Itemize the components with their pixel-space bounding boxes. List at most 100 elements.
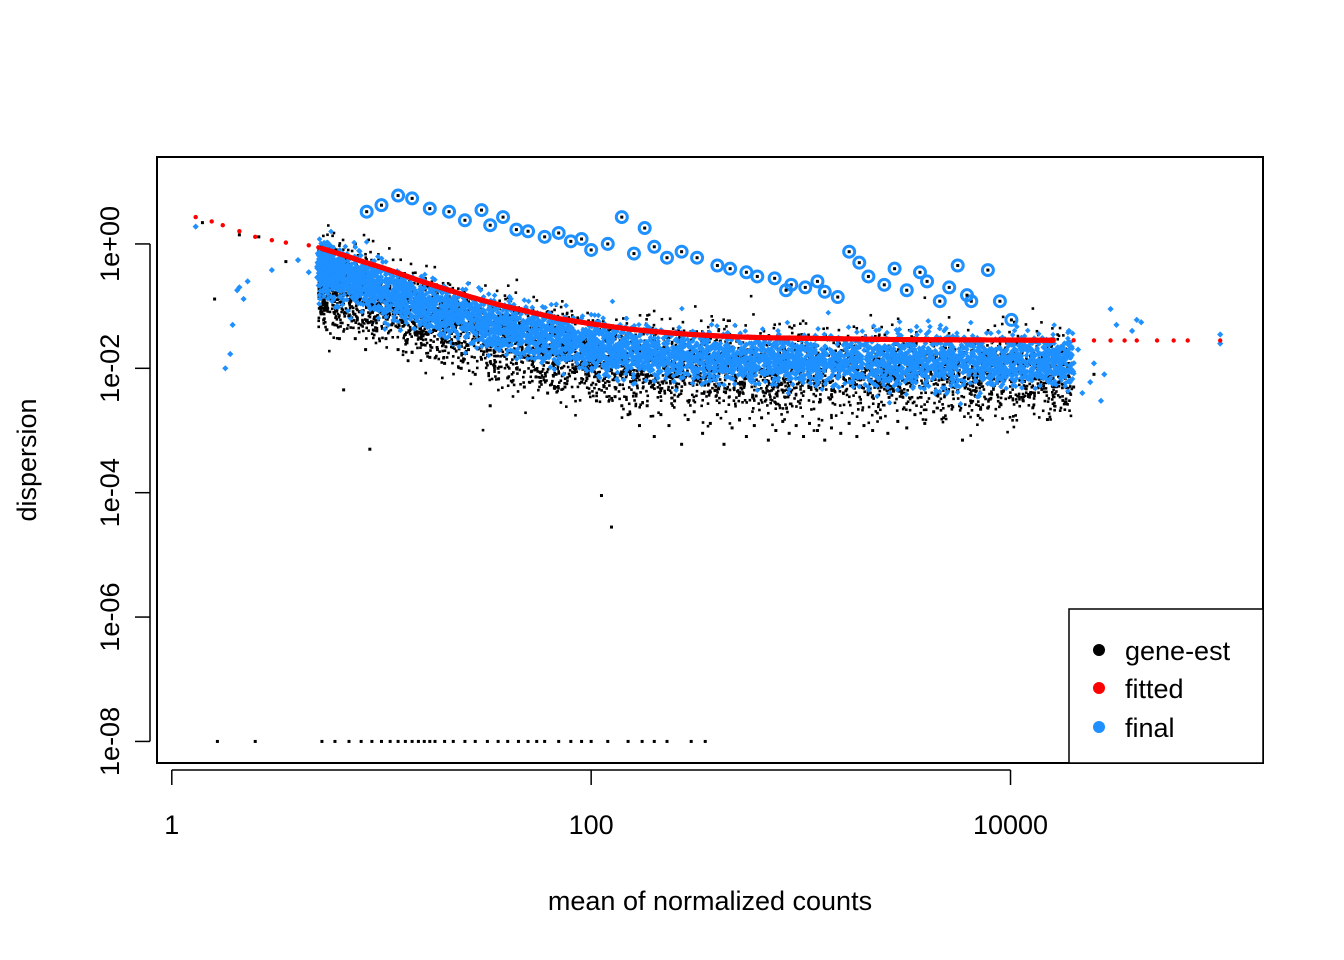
gene-est-point	[605, 395, 609, 398]
gene-est-point	[545, 361, 548, 364]
gene-est-point	[819, 398, 822, 402]
gene-est-point	[454, 342, 458, 346]
gene-est-point	[780, 413, 783, 416]
gene-est-point	[367, 238, 370, 242]
gene-est-point	[984, 354, 988, 357]
gene-est-point	[1051, 393, 1055, 397]
gene-est-point	[726, 319, 730, 323]
gene-est-point	[998, 401, 1002, 405]
gene-est-point	[634, 333, 637, 337]
gene-est-point	[734, 375, 737, 379]
gene-est-point	[612, 378, 615, 382]
gene-est-point	[1017, 383, 1021, 387]
gene-est-point	[975, 403, 978, 406]
gene-est-point	[557, 370, 560, 373]
gene-est-point	[386, 331, 390, 335]
gene-est-point	[741, 401, 744, 404]
gene-est-point	[463, 290, 466, 294]
gene-est-point	[657, 381, 660, 384]
gene-est-point	[646, 314, 649, 317]
gene-est-point	[361, 318, 364, 322]
gene-est-point	[717, 329, 720, 333]
gene-est-point	[1016, 394, 1019, 398]
gene-est-point	[331, 292, 335, 296]
gene-est-point	[339, 318, 342, 322]
gene-est-point	[978, 416, 982, 420]
gene-est-point	[908, 381, 911, 385]
gene-est-point	[1011, 397, 1015, 400]
gene-est-point	[551, 362, 554, 365]
gene-est-point	[729, 341, 732, 345]
gene-est-point	[626, 370, 630, 374]
gene-est-point	[574, 399, 577, 403]
gene-est-point	[701, 398, 705, 402]
gene-est-point	[641, 381, 645, 385]
gene-est-point	[531, 346, 534, 350]
gene-est-point	[1030, 385, 1034, 389]
gene-est-point	[401, 321, 404, 324]
gene-est-point	[793, 386, 796, 390]
gene-est-point	[798, 402, 802, 405]
gene-est-point	[576, 316, 579, 319]
gene-est-point	[414, 333, 417, 337]
gene-est-point	[790, 331, 794, 335]
gene-est-point	[962, 395, 966, 399]
gene-est-point	[481, 353, 485, 356]
gene-est-point	[709, 390, 712, 394]
gene-est-point	[799, 385, 802, 388]
gene-est-point	[716, 391, 719, 394]
gene-est-point	[950, 407, 954, 411]
gene-est-point	[947, 316, 951, 319]
gene-est-point	[884, 414, 887, 418]
gene-est-point	[1067, 361, 1070, 365]
gene-est-point	[622, 371, 626, 375]
gene-est-point	[802, 390, 806, 393]
gene-est-point	[621, 383, 624, 387]
gene-est-point	[870, 413, 874, 417]
gene-est-point	[898, 385, 901, 389]
gene-est-point	[325, 303, 328, 306]
gene-est-point	[786, 395, 790, 399]
gene-est-point	[482, 350, 486, 353]
gene-est-point	[528, 381, 532, 384]
gene-est-point	[1031, 406, 1035, 409]
gene-est-point	[724, 340, 727, 343]
gene-est-point	[331, 303, 334, 307]
gene-est-point	[371, 303, 375, 307]
gene-est-point	[807, 386, 811, 390]
gene-est-point	[396, 326, 400, 329]
gene-est-point	[375, 302, 379, 306]
gene-est-point	[941, 383, 945, 387]
gene-est-point	[845, 393, 849, 397]
gene-est-point	[778, 351, 782, 355]
gene-est-point	[861, 406, 865, 409]
gene-est-point	[848, 395, 851, 399]
gene-est-point	[634, 404, 638, 408]
gene-est-point	[945, 380, 949, 384]
gene-est-point	[1029, 392, 1032, 396]
gene-est-point	[617, 390, 621, 393]
gene-est-point	[401, 353, 405, 357]
gene-est-point	[573, 371, 576, 375]
gene-est-point	[765, 379, 769, 382]
gene-est-point	[842, 403, 846, 407]
gene-est-point	[1053, 385, 1056, 389]
gene-est-point	[374, 319, 377, 322]
gene-est-point	[494, 360, 498, 364]
gene-est-point	[877, 393, 881, 397]
gene-est-point	[755, 378, 758, 382]
gene-est-point	[849, 403, 852, 407]
gene-est-point	[357, 330, 361, 334]
gene-est-point	[434, 329, 438, 333]
gene-est-point	[493, 370, 496, 373]
gene-est-point	[1053, 401, 1056, 405]
gene-est-point	[891, 389, 895, 393]
gene-est-point	[880, 325, 883, 329]
gene-est-point	[510, 372, 514, 376]
gene-est-point	[392, 321, 395, 325]
gene-est-point	[533, 368, 536, 372]
gene-est-point	[494, 354, 498, 358]
gene-est-point	[695, 394, 698, 398]
gene-est-point	[902, 406, 906, 409]
gene-est-point	[666, 388, 670, 392]
